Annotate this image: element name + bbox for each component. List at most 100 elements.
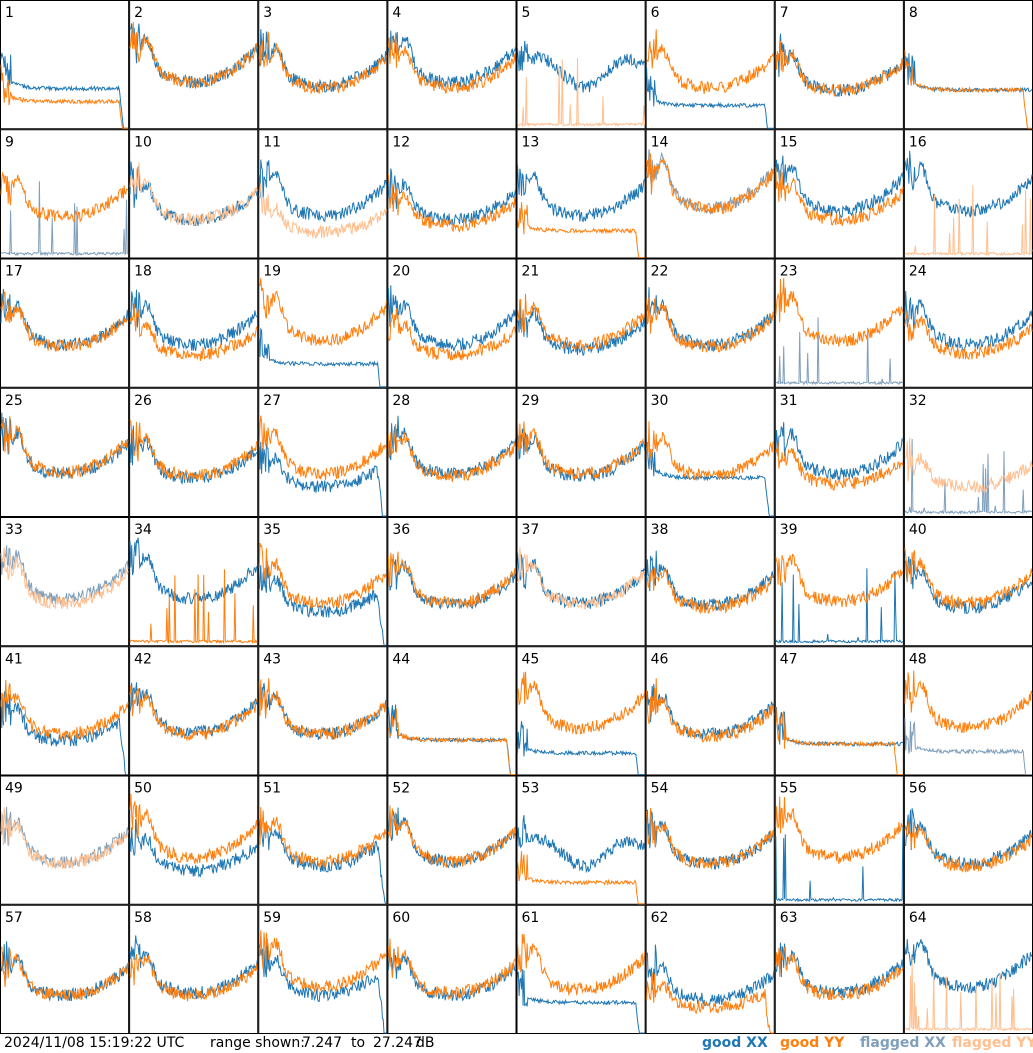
legend-good-yy: good YY [780,1035,845,1051]
panel-frame [258,258,388,388]
panel-28: 28 [387,387,517,517]
panel-label: 37 [522,522,540,538]
panel-frame [258,129,388,259]
panel-frame [774,387,904,517]
panel-27-yy-line [258,415,387,480]
panel-62-yy-line [646,972,774,1034]
panel-19: 19 [258,258,388,388]
panel-label: 34 [134,522,152,538]
panel-1-yy-line [0,64,129,129]
panel-51-yy-line [258,806,387,869]
panel-label: 59 [263,910,281,926]
panel-58: 58 [129,904,259,1034]
panel-27: 27 [258,387,388,517]
panel-60-yy-line [387,938,516,1000]
panel-11-xx-line [258,159,387,222]
panel-29-yy-line [517,419,646,480]
panel-48-xx-line [904,718,1032,775]
panel-frame [258,0,388,130]
panel-40: 40 [903,517,1033,647]
panel-frame [903,258,1033,388]
panel-23-xx-line [775,317,904,386]
panel-label: 28 [392,393,410,409]
panel-37: 37 [516,517,646,647]
panel-label: 64 [909,910,927,926]
panel-frame [903,517,1033,647]
panel-33-yy-line [0,547,129,610]
panel-39: 39 [774,517,904,647]
panel-57: 57 [0,904,130,1034]
panel-4-xx-line [387,30,516,89]
panel-label: 49 [5,781,23,797]
panel-frame [387,129,517,259]
panel-61: 61 [516,904,646,1034]
panel-label: 53 [522,781,540,797]
panel-15: 15 [774,129,904,259]
panel-31: 31 [774,387,904,517]
panel-label: 12 [392,134,410,150]
panel-44-yy-line [387,708,516,775]
panel-24: 24 [903,258,1033,388]
panel-5-xx-line [517,40,646,93]
panel-42: 42 [129,646,259,776]
panel-4: 4 [387,0,517,130]
panel-47-yy-line [775,707,903,775]
panel-frame [516,517,646,647]
panel-9: 9 [0,129,130,259]
panel-label: 3 [263,5,272,21]
panel-57-yy-line [0,946,129,1002]
panel-43-yy-line [258,678,387,740]
panel-label: 4 [392,5,401,21]
timestamp: 2024/11/08 15:19:22 UTC [4,1035,185,1051]
panel-frame [516,129,646,259]
panel-55-yy-line [775,796,904,864]
panel-62: 62 [645,904,775,1034]
panel-20-yy-line [387,308,516,361]
panel-frame [0,646,130,776]
panel-frame [645,775,775,905]
panel-37-xx-line [517,551,646,609]
panel-label: 36 [392,522,410,538]
panel-label: 39 [780,522,798,538]
panel-50-yy-line [129,793,258,865]
panel-19-yy-line [259,278,387,347]
panel-9-yy-line [0,171,129,223]
panel-frame [258,517,388,647]
panel-5: 5 [516,0,646,130]
panel-label: 58 [134,910,152,926]
panel-14-yy-line [646,153,775,215]
panel-58-yy-line [129,954,258,1002]
panel-33: 33 [0,517,130,647]
panel-2: 2 [129,0,259,130]
panel-38-xx-line [646,550,775,612]
panel-frame [0,517,130,647]
panel-32-yy-line [904,437,1033,494]
panel-label: 57 [5,910,23,926]
panel-label: 18 [134,264,152,280]
panel-label: 50 [134,781,152,797]
panel-59: 59 [258,904,388,1034]
panel-label: 25 [5,393,23,409]
panel-32: 32 [903,387,1033,517]
panel-label: 9 [5,134,14,150]
panel-label: 35 [263,522,281,538]
panel-47: 47 [774,646,904,776]
panel-frame [516,387,646,517]
panel-label: 22 [651,264,669,280]
panel-label: 10 [134,134,152,150]
panel-41-yy-line [0,679,129,741]
panel-38-yy-line [646,567,775,615]
panel-13: 13 [516,129,646,259]
panel-label: 56 [909,781,927,797]
panel-frame [258,646,388,776]
range-unit: dB [416,1035,435,1051]
panel-frame [0,0,130,130]
panel-53: 53 [516,775,646,905]
panel-46: 46 [645,646,775,776]
panel-frame [774,646,904,776]
range-to: to [351,1035,366,1051]
panel-7: 7 [774,0,904,130]
panel-52-yy-line [387,805,516,869]
panel-label: 13 [522,134,540,150]
